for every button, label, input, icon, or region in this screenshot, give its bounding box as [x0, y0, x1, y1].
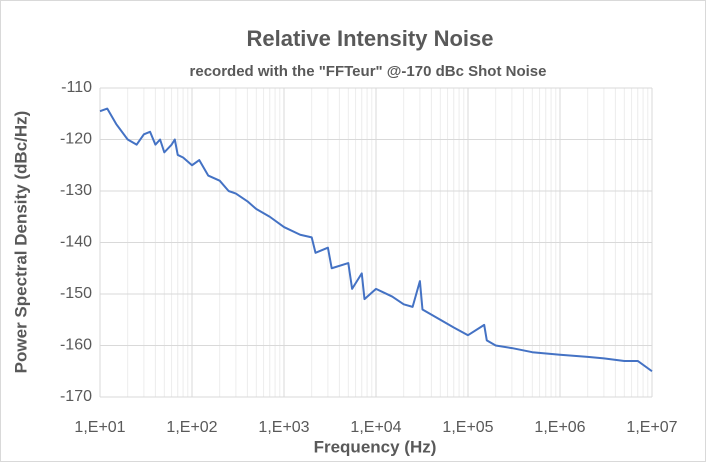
y-axis-label: Power Spectral Density (dBc/Hz)	[11, 111, 30, 374]
x-tick-label: 1,E+01	[74, 419, 125, 436]
x-tick-label: 1,E+05	[442, 419, 493, 436]
y-tick-label: -150	[60, 285, 92, 302]
y-tick-label: -110	[61, 79, 92, 96]
x-tick-label: 1,E+02	[166, 419, 217, 436]
chart-subtitle: recorded with the "FFTeur" @-170 dBc Sho…	[190, 63, 547, 80]
x-tick-label: 1,E+03	[258, 419, 309, 436]
data-line	[99, 107, 653, 373]
y-tick-label: -130	[60, 182, 92, 199]
y-tick-label: -160	[60, 337, 92, 354]
y-tick-label: -170	[60, 388, 92, 405]
x-tick-label: 1,E+07	[626, 419, 677, 436]
x-axis-label: Frequency (Hz)	[314, 437, 437, 456]
x-tick-label: 1,E+06	[534, 419, 585, 436]
y-tick-label: -140	[60, 234, 92, 251]
chart-title: Relative Intensity Noise	[247, 26, 494, 51]
y-tick-label: -120	[60, 131, 92, 148]
x-tick-label: 1,E+04	[350, 419, 401, 436]
